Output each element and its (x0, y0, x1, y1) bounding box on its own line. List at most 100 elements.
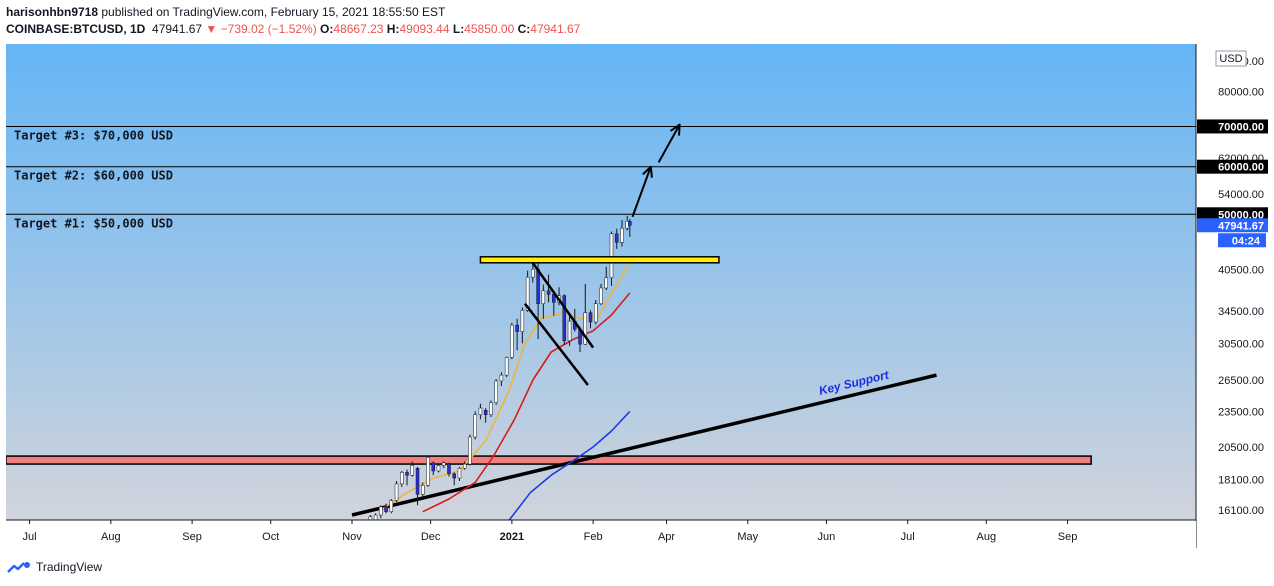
candle-body (620, 227, 624, 243)
candle-42[interactable] (588, 310, 593, 329)
key-support-line[interactable] (351, 373, 937, 517)
candle-8[interactable] (410, 461, 415, 477)
price-change: ▼ −739.02 (−1.52%) (205, 22, 317, 36)
support-zone[interactable] (6, 455, 1092, 465)
candle-body (389, 500, 394, 512)
resistance-zone[interactable] (479, 256, 720, 264)
candle-body (583, 312, 588, 345)
candle-body (594, 303, 598, 323)
ema-mid-line[interactable] (422, 292, 631, 513)
published-info: published on TradingView.com, February 1… (101, 5, 446, 19)
candle-body (384, 506, 388, 512)
publisher-name[interactable]: harisonhbn9718 (6, 5, 99, 19)
candle-10[interactable] (421, 482, 425, 498)
candle-body (494, 380, 498, 403)
target-price-tag-label-2: 60000.00 (1218, 162, 1264, 174)
ema-long-line[interactable] (508, 410, 631, 520)
candle-12[interactable] (431, 461, 435, 476)
candle-30[interactable] (525, 270, 530, 312)
last-price-tag[interactable] (1197, 218, 1268, 233)
tradingview-logo-icon[interactable] (6, 560, 32, 574)
candle-23[interactable] (489, 400, 493, 417)
low-value: 45850.00 (464, 22, 515, 36)
open-value: 48667.23 (333, 22, 384, 36)
candle-body (515, 324, 519, 332)
candle-body (368, 516, 373, 520)
candle-25[interactable] (499, 372, 504, 386)
candle-body (426, 457, 430, 486)
x-tick-label-13: Sep (1058, 531, 1078, 543)
candle-body (483, 410, 488, 415)
candle-body (373, 514, 378, 520)
candle-4[interactable] (389, 498, 394, 514)
candle-38[interactable] (567, 315, 572, 346)
candle-48[interactable] (620, 220, 624, 247)
close-value: 47941.67 (530, 22, 581, 36)
candle-27[interactable] (510, 322, 514, 360)
time-axis[interactable] (6, 521, 1196, 548)
candle-body (379, 506, 383, 516)
high-label: H: (386, 22, 400, 36)
countdown-tag[interactable] (1218, 233, 1266, 248)
candle-body (431, 462, 435, 472)
candle-24[interactable] (494, 379, 498, 405)
tradingview-brand[interactable]: TradingView (36, 560, 103, 574)
candle-29[interactable] (520, 307, 525, 344)
candle-body (441, 462, 446, 466)
candle-20[interactable] (473, 411, 477, 440)
candle-6[interactable] (400, 471, 404, 487)
candle-22[interactable] (483, 408, 488, 423)
candle-9[interactable] (415, 466, 420, 506)
candle-17[interactable] (457, 466, 462, 481)
plot-background (6, 44, 1196, 520)
projection-arrow-2[interactable] (657, 123, 681, 163)
candle-37[interactable] (562, 294, 567, 346)
ema-short-line[interactable] (380, 262, 631, 511)
candle-1[interactable] (373, 513, 378, 523)
candle-5[interactable] (394, 480, 399, 503)
candle-45[interactable] (604, 266, 608, 291)
candle-26[interactable] (504, 356, 509, 378)
y-tick-label-4: 26500.00 (1218, 375, 1264, 387)
currency-badge[interactable]: USD (1219, 53, 1242, 65)
candle-14[interactable] (441, 461, 446, 469)
candle-11[interactable] (426, 456, 430, 487)
candle-18[interactable] (462, 461, 467, 470)
candle-13[interactable] (436, 464, 441, 473)
x-tick-label-6: 2021 (500, 531, 524, 543)
candle-3[interactable] (384, 503, 388, 514)
candle-19[interactable] (468, 434, 472, 466)
candle-47[interactable] (614, 228, 619, 249)
symbol-label: COINBASE:BTCUSD, 1D (6, 22, 146, 36)
x-tick-label-1: Aug (101, 531, 121, 543)
candle-2[interactable] (379, 505, 383, 519)
candle-body (588, 312, 593, 323)
close-label: C: (517, 22, 531, 36)
candle-body (531, 269, 535, 278)
candle-43[interactable] (594, 300, 598, 325)
candle-50[interactable] (628, 219, 632, 237)
candle-16[interactable] (452, 472, 456, 486)
channel-line-1[interactable] (531, 262, 595, 349)
currency-badge-box[interactable] (1215, 50, 1247, 67)
target-price-tag-1[interactable] (1197, 207, 1268, 222)
candle-28[interactable] (515, 318, 519, 351)
target-price-tag-3[interactable] (1197, 119, 1268, 134)
candle-body (599, 287, 603, 304)
candle-7[interactable] (405, 469, 409, 486)
candle-33[interactable] (541, 284, 546, 319)
footer: TradingView (6, 560, 102, 574)
candle-body (604, 277, 608, 289)
y-tick-label-8: 54000.00 (1218, 189, 1264, 201)
candle-34[interactable] (546, 274, 551, 303)
candle-44[interactable] (599, 283, 603, 306)
candle-21[interactable] (478, 403, 483, 420)
countdown-label: 04:24 (1232, 235, 1261, 247)
channel-line-2[interactable] (523, 302, 589, 386)
candle-15[interactable] (447, 462, 451, 477)
target-price-tag-2[interactable] (1197, 159, 1268, 174)
projection-arrow-1[interactable] (631, 165, 653, 218)
candle-body (473, 414, 477, 438)
last-price-tag-label: 47941.67 (1218, 220, 1264, 232)
